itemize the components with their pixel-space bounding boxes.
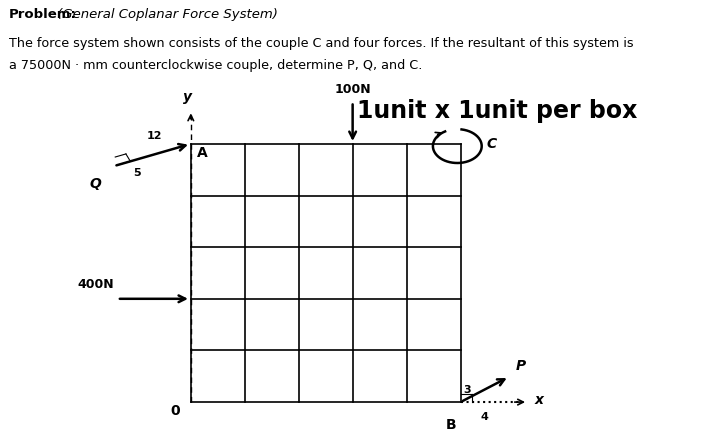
Text: y: y — [183, 90, 192, 104]
Text: Problem:: Problem: — [9, 8, 77, 21]
Text: x: x — [534, 393, 544, 407]
Text: 5: 5 — [133, 168, 141, 178]
Text: C: C — [487, 137, 497, 151]
Text: 0: 0 — [170, 404, 180, 418]
Text: (General Coplanar Force System): (General Coplanar Force System) — [52, 8, 278, 21]
Text: a 75000N · mm counterclockwise couple, determine P, Q, and C.: a 75000N · mm counterclockwise couple, d… — [9, 59, 423, 72]
Text: 3: 3 — [464, 385, 472, 395]
Text: 400N: 400N — [77, 278, 114, 291]
Text: Q: Q — [90, 177, 101, 191]
Text: 1unit x 1unit per box: 1unit x 1unit per box — [357, 99, 637, 123]
Text: 4: 4 — [481, 412, 489, 422]
Text: P: P — [516, 359, 526, 373]
Text: 100N: 100N — [334, 83, 371, 96]
Text: 12: 12 — [147, 131, 162, 141]
Text: The force system shown consists of the couple C and four forces. If the resultan: The force system shown consists of the c… — [9, 37, 633, 50]
Text: A: A — [197, 146, 208, 160]
Text: B: B — [446, 418, 456, 432]
